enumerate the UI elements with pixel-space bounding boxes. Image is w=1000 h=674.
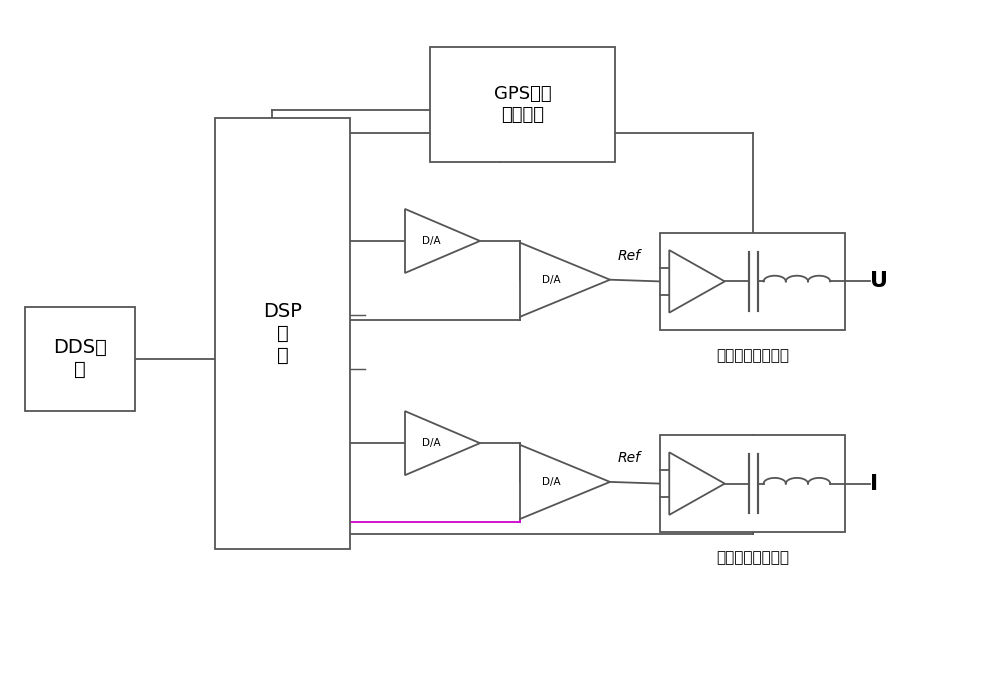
Text: D/A: D/A xyxy=(542,477,561,487)
Text: D/A: D/A xyxy=(422,438,441,448)
Text: U: U xyxy=(870,272,888,291)
Text: 功放自动换挡模块: 功放自动换挡模块 xyxy=(716,551,789,565)
Text: Ref: Ref xyxy=(618,249,641,263)
Bar xyxy=(215,118,350,549)
Text: D/A: D/A xyxy=(422,236,441,246)
Polygon shape xyxy=(405,209,480,273)
Bar xyxy=(430,47,615,162)
Polygon shape xyxy=(669,250,725,313)
Text: DSP
模
块: DSP 模 块 xyxy=(263,302,302,365)
Polygon shape xyxy=(669,452,725,515)
Text: DDS模
块: DDS模 块 xyxy=(53,338,107,379)
Polygon shape xyxy=(520,445,610,519)
Polygon shape xyxy=(405,411,480,475)
Bar xyxy=(25,307,135,411)
Text: 功放自动换挡模块: 功放自动换挡模块 xyxy=(716,348,789,363)
Bar xyxy=(660,233,845,330)
Text: I: I xyxy=(870,474,878,493)
Polygon shape xyxy=(520,243,610,317)
Text: D/A: D/A xyxy=(542,275,561,284)
Text: GPS同步
时钟模块: GPS同步 时钟模块 xyxy=(494,85,551,124)
Bar xyxy=(660,435,845,532)
Text: Ref: Ref xyxy=(618,451,641,465)
